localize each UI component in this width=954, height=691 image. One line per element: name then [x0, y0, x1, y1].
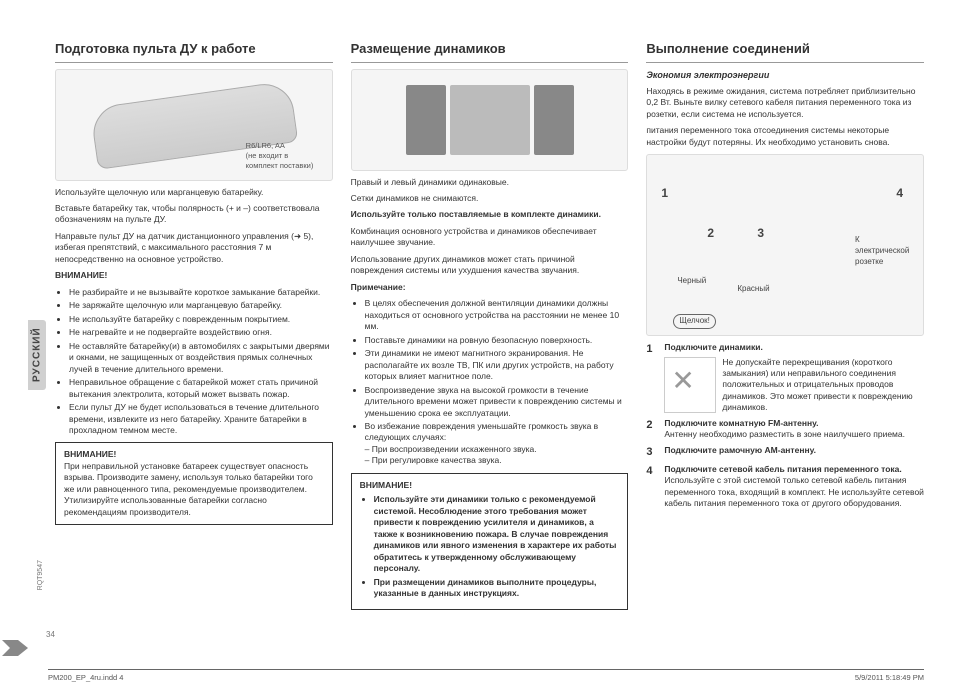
step-3: 3 Подключите рамочную AM-антенну. — [646, 445, 924, 460]
col2-warn-box: ВНИМАНИЕ! Используйте эти динамики тольк… — [351, 473, 629, 610]
conn-num-1: 1 — [661, 185, 668, 201]
step-title: Подключите сетевой кабель питания переме… — [664, 464, 901, 474]
step-2: 2 Подключите комнатную FM-антенну. Антен… — [646, 418, 924, 441]
conn-num-4: 4 — [896, 185, 903, 201]
warn1-title: ВНИМАНИЕ! — [55, 270, 333, 281]
note-item: В целях обеспечения должной вентиляции д… — [365, 298, 629, 332]
speaker-illustration — [406, 85, 574, 155]
connections-figure: 1 2 3 4 Черный Красный К электрической р… — [646, 154, 924, 336]
col1-p2: Вставьте батарейку так, чтобы полярность… — [55, 203, 333, 226]
step-num: 2 — [646, 418, 658, 433]
col2-p2: Сетки динамиков не снимаются. — [351, 193, 629, 204]
step-4: 4 Подключите сетевой кабель питания пере… — [646, 464, 924, 510]
warn2-title: ВНИМАНИЕ! — [64, 449, 324, 460]
footer: PM200_EP_4ru.indd 4 5/9/2011 5:18:49 PM — [48, 669, 924, 683]
note-item: Эти динамики не имеют магнитного экранир… — [365, 348, 629, 382]
step-body: Не допускайте перекрещивания (короткого … — [722, 357, 924, 414]
left-speaker-icon — [406, 85, 446, 155]
step-title: Подключите динамики. — [664, 342, 763, 352]
footer-filename: PM200_EP_4ru.indd 4 — [48, 673, 123, 683]
col1-p1: Используйте щелочную или марганцевую бат… — [55, 187, 333, 198]
note-title: Примечание: — [351, 282, 629, 293]
note-item: Воспроизведение звука на высокой громкос… — [365, 385, 629, 419]
step-body: Используйте с этой системой только сетев… — [664, 475, 924, 509]
warn1-item: Не заряжайте щелочную или марганцевую ба… — [69, 300, 333, 311]
col-speakers: Размещение динамиков Правый и левый дина… — [351, 40, 629, 616]
doc-code: RQT9547 — [36, 560, 45, 590]
speakers-figure — [351, 69, 629, 171]
remote-figure: R6/LR6, AA (не входит в комплект поставк… — [55, 69, 333, 181]
label-click: Щелчок! — [673, 314, 716, 329]
note-item: Во избежание повреждения уменьшайте гром… — [365, 421, 629, 467]
col2-warn-title: ВНИМАНИЕ! — [360, 480, 620, 491]
col2-warn-item: Используйте эти динамики только с рекоме… — [374, 494, 620, 574]
wrong-wiring-icon: ✕ — [664, 357, 716, 413]
col-connections: Выполнение соединений Экономия электроэн… — [646, 40, 924, 616]
step-num: 3 — [646, 445, 658, 460]
label-outlet: К электрической розетке — [855, 235, 915, 267]
col2-p1: Правый и левый динамики одинаковые. — [351, 177, 629, 188]
note-item: Поставьте динамики на ровную безопасную … — [365, 335, 629, 346]
label-red: Красный — [737, 284, 769, 295]
warn2-body: При неправильной установке батареек суще… — [64, 461, 324, 518]
content-columns: Подготовка пульта ДУ к работе R6/LR6, AA… — [0, 0, 954, 624]
conn-num-2: 2 — [707, 225, 714, 241]
col2-p4: Комбинация основного устройства и динами… — [351, 226, 629, 249]
col3-p1: Находясь в режиме ожидания, система потр… — [646, 86, 924, 120]
step-body: Антенну необходимо разместить в зоне наи… — [664, 429, 924, 440]
step-title: Подключите рамочную AM-антенну. — [664, 445, 816, 455]
warn1-item: Не нагревайте и не подвергайте воздейств… — [69, 327, 333, 338]
step-1: 1 Подключите динамики. ✕ Не допускайте п… — [646, 342, 924, 414]
page-number: 34 — [46, 630, 55, 641]
col2-warn-item: При размещении динамиков выполните проце… — [374, 577, 620, 600]
footer-timestamp: 5/9/2011 5:18:49 PM — [855, 673, 924, 683]
col1-p3: Направьте пульт ДУ на датчик дистанционн… — [55, 231, 333, 265]
step-num: 4 — [646, 464, 658, 479]
cut-arrow-icon — [2, 640, 28, 656]
steps-list: 1 Подключите динамики. ✕ Не допускайте п… — [646, 342, 924, 509]
warn1-item: Не используйте батарейку с поврежденным … — [69, 314, 333, 325]
step-num: 1 — [646, 342, 658, 357]
warn1-list: Не разбирайте и не вызывайте короткое за… — [55, 287, 333, 437]
col2-p3: Используйте только поставляемые в компле… — [351, 209, 629, 220]
warn1-item: Не разбирайте и не вызывайте короткое за… — [69, 287, 333, 298]
page: РУССКИЙ RQT9547 34 Подготовка пульта ДУ … — [0, 0, 954, 691]
language-tab: РУССКИЙ — [28, 320, 46, 390]
cross-icon: ✕ — [671, 362, 694, 400]
col3-subtitle: Экономия электроэнергии — [646, 69, 924, 81]
warn1-item: Не оставляйте батарейку(и) в автомобилях… — [69, 341, 333, 375]
col3-p2: питания переменного тока отсоединения си… — [646, 125, 924, 148]
warn1-item: Если пульт ДУ не будет использоваться в … — [69, 402, 333, 436]
main-unit-icon — [450, 85, 530, 155]
col2-p5: Использование других динамиков может ста… — [351, 254, 629, 277]
notes-list: В целях обеспечения должной вентиляции д… — [351, 298, 629, 467]
warn1-item: Неправильное обращение с батарейкой може… — [69, 377, 333, 400]
label-black: Черный — [677, 276, 706, 287]
col2-warn-list: Используйте эти динамики только с рекоме… — [360, 494, 620, 599]
right-speaker-icon — [534, 85, 574, 155]
battery-caption: R6/LR6, AA (не входит в комплект поставк… — [246, 141, 326, 171]
col1-title: Подготовка пульта ДУ к работе — [55, 40, 333, 63]
warn2-box: ВНИМАНИЕ! При неправильной установке бат… — [55, 442, 333, 525]
step-title: Подключите комнатную FM-антенну. — [664, 418, 818, 428]
conn-num-3: 3 — [757, 225, 764, 241]
col-remote: Подготовка пульта ДУ к работе R6/LR6, AA… — [55, 40, 333, 616]
col3-title: Выполнение соединений — [646, 40, 924, 63]
col2-title: Размещение динамиков — [351, 40, 629, 63]
